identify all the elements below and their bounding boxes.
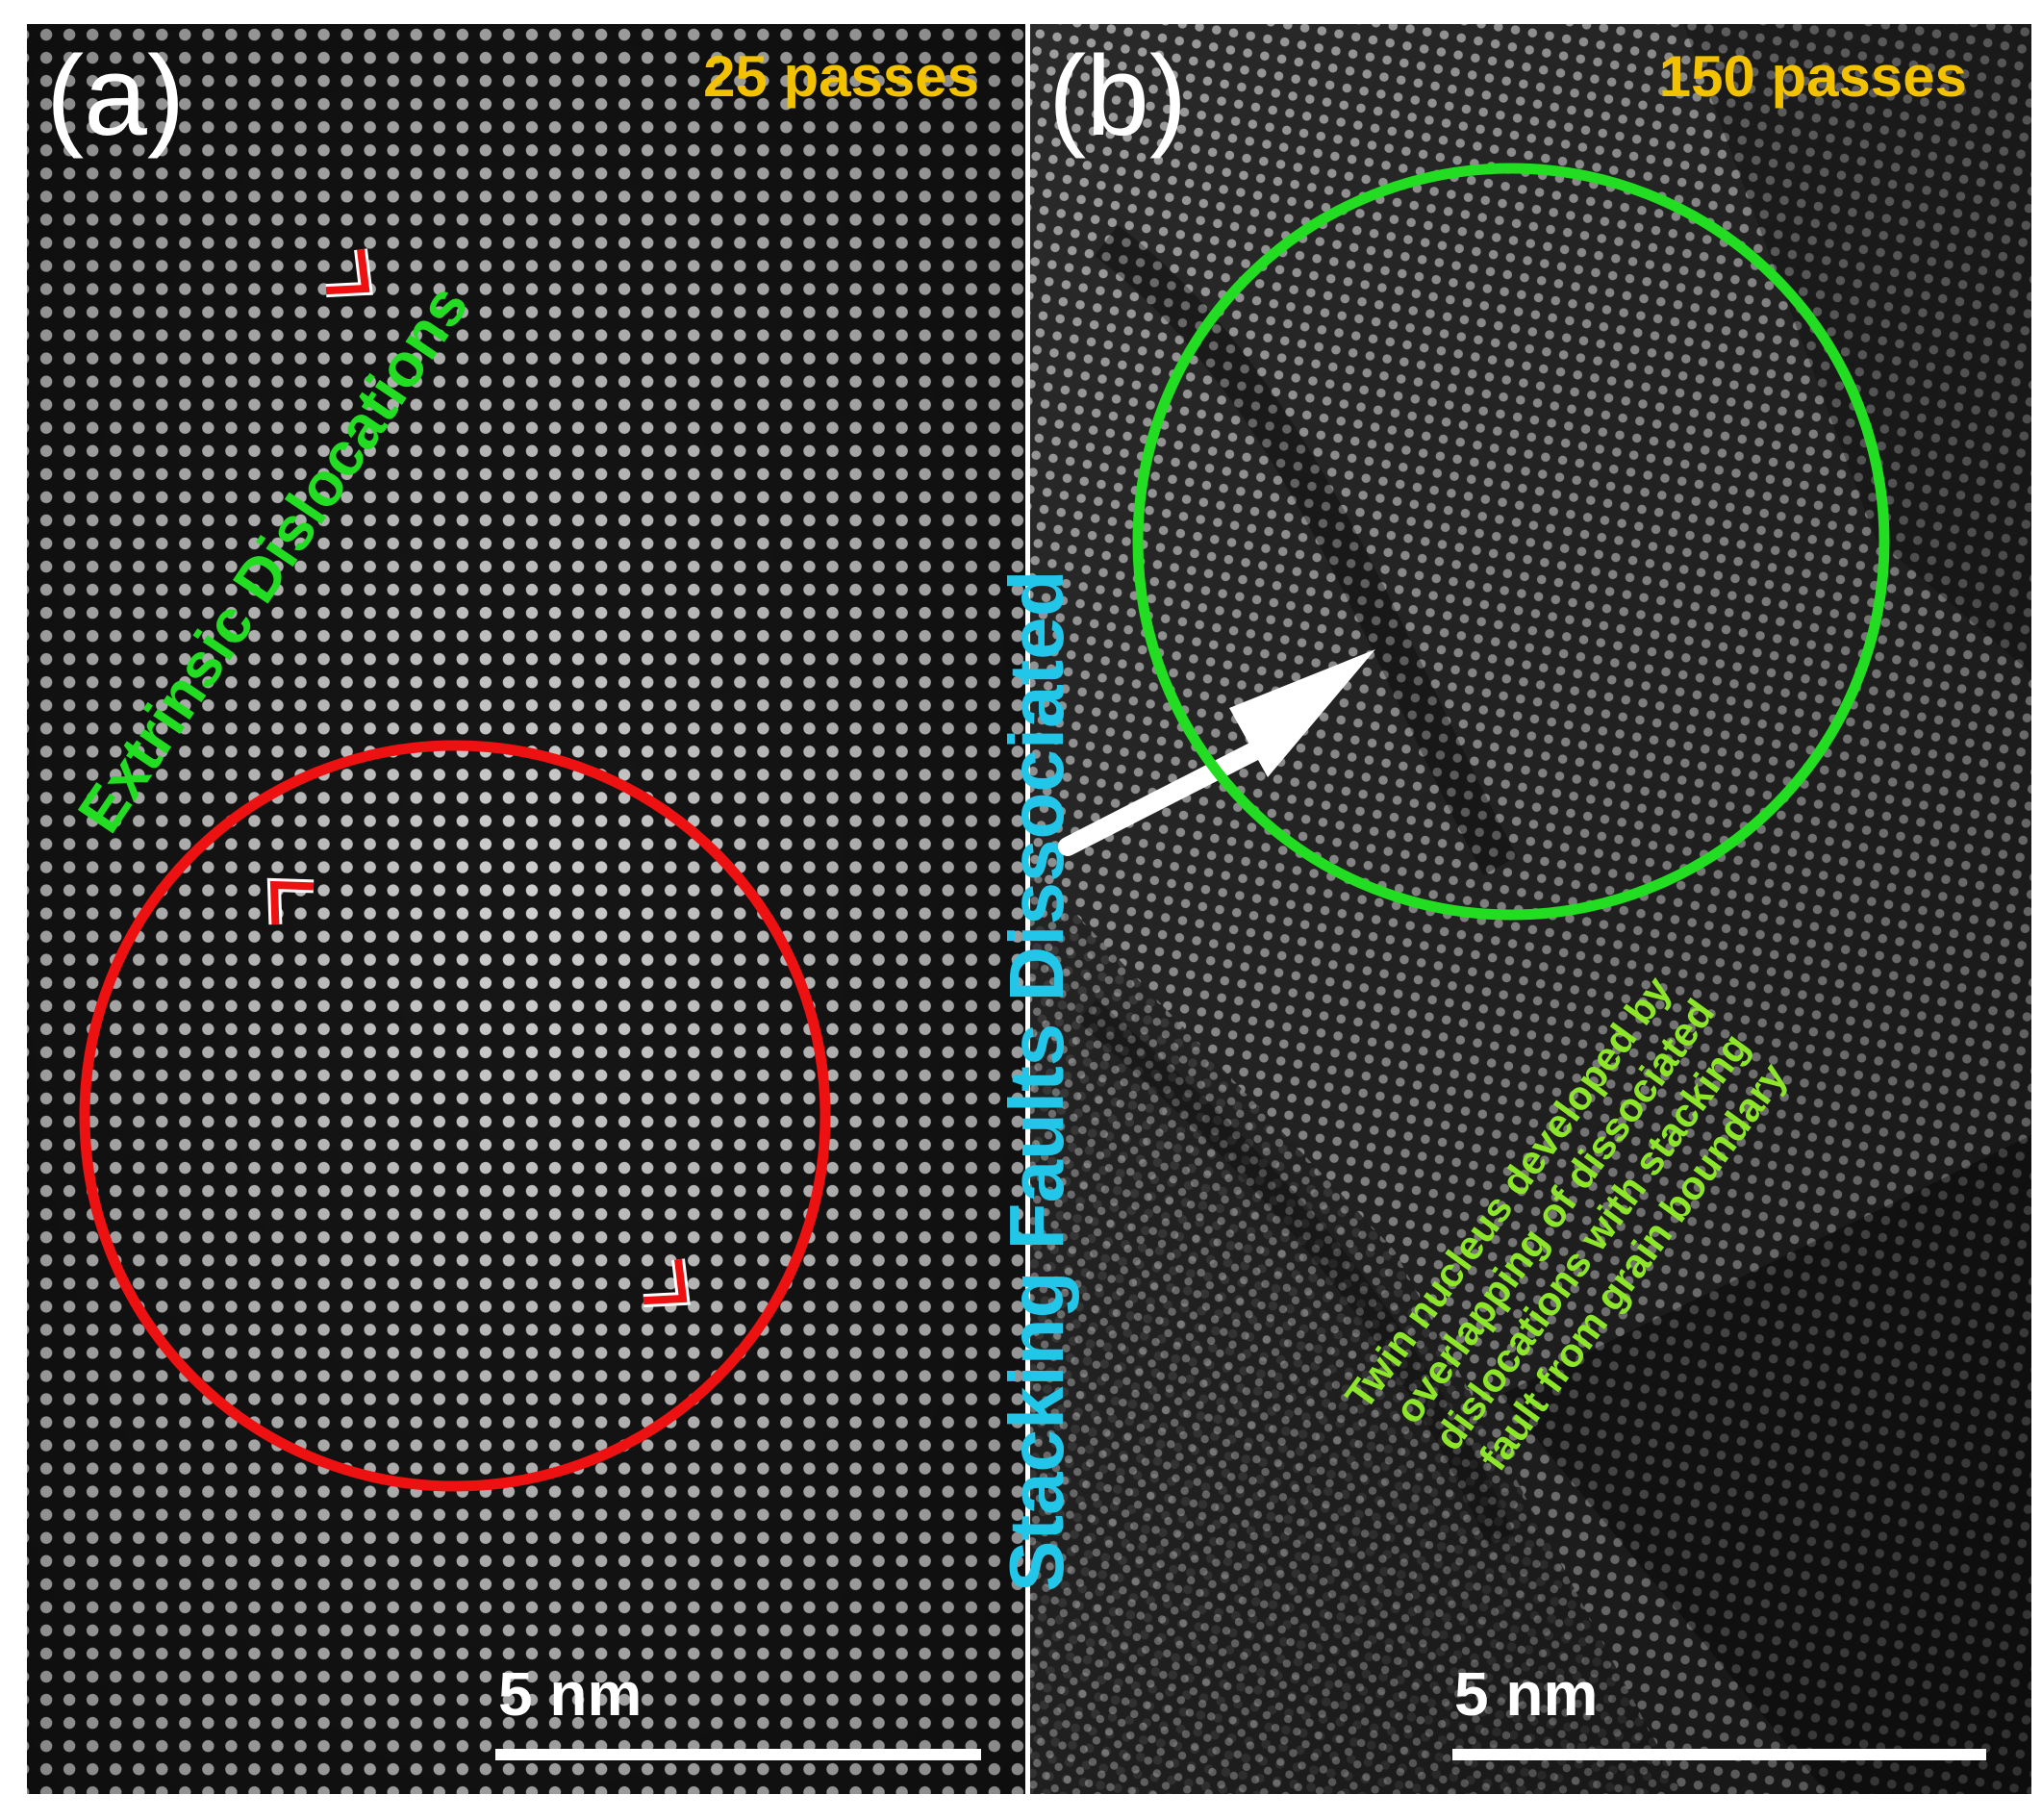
panel-a-label: (a) [46,33,185,160]
white-arrow [1058,649,1375,856]
dislocation-marker-top [325,248,373,298]
panel-a-scale-label: 5 nm [498,1659,642,1729]
panel-divider [1025,24,1030,1794]
panel-b-label: (b) [1048,33,1187,160]
panel-a-scale-bar [495,1749,981,1760]
green-circle [1132,163,1890,921]
red-circle [79,740,831,1492]
dislocation-marker-left [266,877,315,925]
panel-a-image [27,24,1025,1794]
panel-b-scale-label: 5 nm [1454,1659,1598,1729]
panel-b-passes: 150 passes [1659,44,1967,109]
dislocation-marker-bottom [643,1258,691,1308]
stacking-faults-label: Stacking Faults Dissociated [994,569,1079,1592]
panel-a-passes: 25 passes [703,44,979,109]
panel-b-scale-bar [1452,1749,1986,1760]
